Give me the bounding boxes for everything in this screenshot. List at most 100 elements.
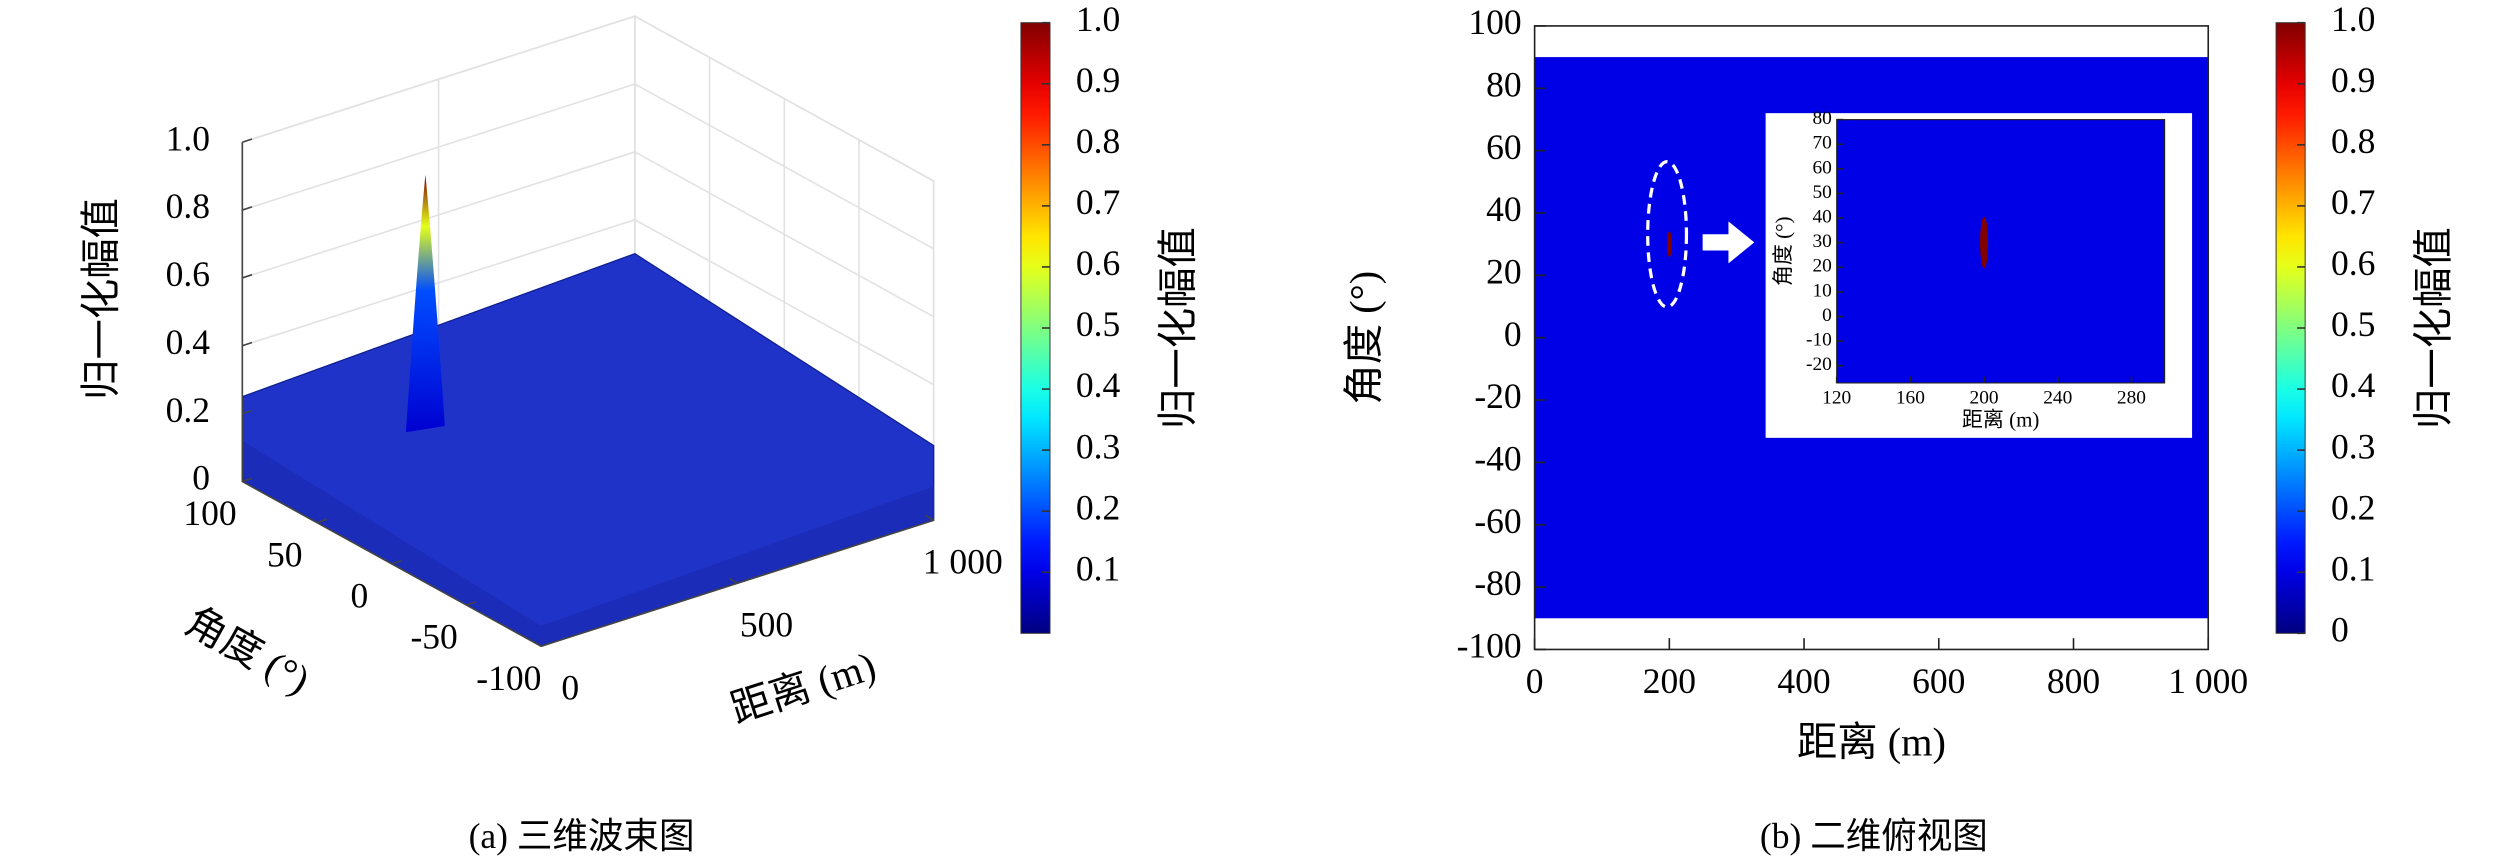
x-tick — [532, 640, 542, 647]
peak — [1980, 216, 1989, 269]
y-tick-label: 40 — [1812, 207, 1831, 228]
colorbar-tick-label: 0.3 — [1076, 426, 1120, 466]
colorbar-tick-label: 1.0 — [1076, 0, 1120, 39]
y-tick-label: -100 — [476, 658, 541, 698]
y-tick-label: 100 — [183, 493, 236, 533]
colorbar-tick-label: 0.7 — [2331, 182, 2375, 222]
z-tick-label: 0.8 — [166, 186, 210, 226]
y-axis-label: 角度 (°) — [1341, 271, 1386, 405]
heatmap-image — [1836, 119, 2165, 383]
y-tick-label: -10 — [1806, 330, 1832, 351]
x-tick-label: 400 — [1777, 661, 1830, 701]
colorbar-tick-label: 0.8 — [1076, 121, 1120, 161]
x-axis-label: 距离 (m) — [1797, 720, 1946, 765]
x-tick-label: 1 000 — [2168, 661, 2248, 701]
x-tick-label: 600 — [1912, 661, 1965, 701]
z-tick — [242, 409, 253, 415]
colorbar-tick-label: 0.8 — [2331, 121, 2375, 161]
z-tick — [242, 138, 253, 143]
z-tick — [242, 206, 253, 211]
y-tick-label: -50 — [410, 617, 457, 657]
y-tick — [391, 559, 402, 565]
colorbar-tick-label: 0.1 — [2331, 548, 2375, 588]
plot-frame — [1836, 119, 2166, 384]
colorbar-tick-label: 0.5 — [1076, 304, 1120, 344]
z-tick-label: 0.4 — [166, 322, 211, 362]
y-tick-label: 50 — [267, 534, 303, 574]
y-tick-label: 0 — [351, 576, 369, 616]
caption: (b) 二维俯视图 — [1760, 816, 1988, 856]
colorbar-tick-label: 1.0 — [2331, 0, 2375, 39]
z-axis-label: 归一化幅值 — [78, 198, 123, 400]
colorbar-tick-label: 0 — [2331, 609, 2349, 649]
colorbar-tick-label: 0.6 — [2331, 243, 2375, 283]
x-tick-label: 240 — [2043, 388, 2072, 409]
x-tick-label: 0 — [1526, 661, 1544, 701]
x-tick-label: 120 — [1822, 388, 1851, 409]
grid-line — [242, 83, 935, 250]
x-axis-label: 距离 (m) — [725, 643, 881, 732]
x-axis-label: 距离 (m) — [1962, 408, 2040, 432]
y-tick — [540, 642, 552, 647]
caption: (a) 三维波束图 — [469, 816, 695, 856]
colorbar-label: 归一化幅值 — [2411, 227, 2456, 429]
colorbar-label: 归一化幅值 — [1156, 227, 1201, 429]
y-axis-label: 角度 (°) — [1771, 216, 1795, 286]
y-tick-label: 0 — [1822, 305, 1832, 326]
y-tick-label: -60 — [1474, 501, 1521, 541]
x-tick-label: 280 — [2117, 388, 2146, 409]
colorbar-tick-label: 0.2 — [1076, 487, 1120, 527]
colorbar-tick-label: 0.5 — [2331, 304, 2375, 344]
y-tick-label: 60 — [1812, 157, 1831, 178]
x-tick-label: 500 — [740, 605, 793, 645]
y-tick — [316, 518, 327, 524]
y-tick-label: 80 — [1812, 108, 1831, 129]
y-tick-label: 20 — [1812, 256, 1831, 277]
annotation-arrow — [1702, 221, 1755, 264]
colorbar-tick-label: 0.9 — [1076, 60, 1120, 100]
y-tick-label: 80 — [1486, 64, 1522, 104]
y-tick-label: -40 — [1474, 439, 1521, 479]
annotation-ellipse — [1646, 160, 1689, 309]
y-tick-label: -20 — [1474, 376, 1521, 416]
x-tick-label: 1 000 — [923, 542, 1003, 582]
colorbar-tick-label: 0.4 — [2331, 365, 2376, 405]
z-tick — [242, 341, 253, 347]
grid-line — [242, 15, 935, 182]
colorbar-tick-label: 0.6 — [1076, 243, 1120, 283]
x-tick-label: 200 — [1970, 388, 1999, 409]
y-tick-label: 30 — [1812, 231, 1831, 252]
y-tick-label: 70 — [1812, 133, 1831, 154]
x-tick-label: 0 — [561, 668, 579, 708]
y-tick — [466, 601, 477, 606]
colorbar-tick-label: 0.3 — [2331, 426, 2375, 466]
y-tick-label: -20 — [1806, 354, 1832, 375]
x-tick — [925, 514, 935, 521]
y-tick — [242, 477, 253, 483]
colorbar-tick-label: 0.1 — [1076, 548, 1120, 588]
y-tick-label: 20 — [1486, 251, 1522, 291]
colorbar-tick-label: 0.9 — [2331, 60, 2375, 100]
y-axis-label: 角度 (°) — [178, 598, 317, 702]
y-tick-label: 10 — [1812, 280, 1831, 301]
z-tick-label: 0.6 — [166, 254, 210, 294]
grid-line — [242, 218, 935, 386]
y-tick-label: -80 — [1474, 563, 1521, 603]
grid-line — [242, 151, 935, 318]
colorbar-tick-label: 0.7 — [1076, 182, 1120, 222]
y-tick-label: -100 — [1457, 626, 1522, 666]
x-tick — [728, 577, 738, 584]
surface-front — [242, 440, 934, 647]
x-tick-label: 160 — [1896, 388, 1925, 409]
y-tick-label: 100 — [1468, 2, 1521, 42]
x-tick-label: 800 — [2047, 661, 2100, 701]
y-tick-label: 40 — [1486, 189, 1522, 229]
y-tick-label: 0 — [1504, 314, 1522, 354]
z-tick — [242, 273, 253, 279]
z-tick-label: 0.2 — [166, 390, 210, 430]
y-tick-label: 60 — [1486, 127, 1522, 167]
peak — [405, 174, 445, 433]
peak — [1666, 231, 1672, 258]
